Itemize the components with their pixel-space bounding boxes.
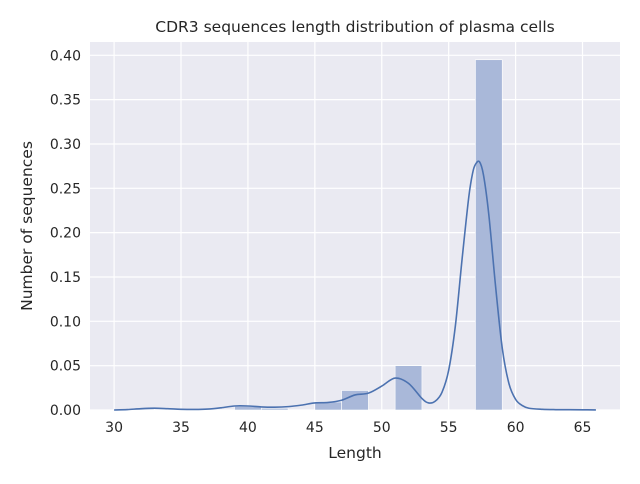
x-axis-label: Length — [328, 444, 381, 462]
grid — [90, 42, 620, 411]
y-tick-label: 0.20 — [50, 226, 81, 242]
y-tick-labels: 0.00 0.05 0.10 0.15 0.20 0.25 0.30 0.35 0.40 — [50, 48, 81, 419]
y-tick-label: 0.00 — [50, 403, 81, 419]
y-tick-label: 0.40 — [50, 48, 81, 64]
x-tick-label: 50 — [373, 420, 391, 436]
y-tick-label: 0.10 — [50, 314, 81, 330]
histogram-bar — [261, 407, 289, 411]
chart-title: CDR3 sequences length distribution of pl… — [155, 18, 554, 36]
kde-line — [114, 160, 596, 411]
x-tick-labels: 30 35 40 45 50 55 60 65 — [105, 420, 591, 436]
histogram-bars — [127, 59, 503, 411]
y-tick-label: 0.25 — [50, 181, 81, 197]
x-tick-label: 35 — [172, 420, 190, 436]
kde-curve — [114, 160, 596, 411]
y-tick-label: 0.35 — [50, 93, 81, 109]
y-tick-label: 0.05 — [50, 359, 81, 375]
y-tick-label: 0.30 — [50, 137, 81, 153]
histogram-bar — [475, 59, 503, 411]
histogram-bar — [394, 365, 423, 411]
x-tick-label: 60 — [507, 420, 525, 436]
x-tick-label: 55 — [440, 420, 458, 436]
plot-area — [90, 42, 620, 410]
x-tick-label: 65 — [574, 420, 592, 436]
x-tick-label: 40 — [239, 420, 257, 436]
y-axis-label: Number of sequences — [18, 141, 36, 311]
x-tick-label: 30 — [105, 420, 123, 436]
x-tick-label: 45 — [306, 420, 324, 436]
y-tick-label: 0.15 — [50, 270, 81, 286]
